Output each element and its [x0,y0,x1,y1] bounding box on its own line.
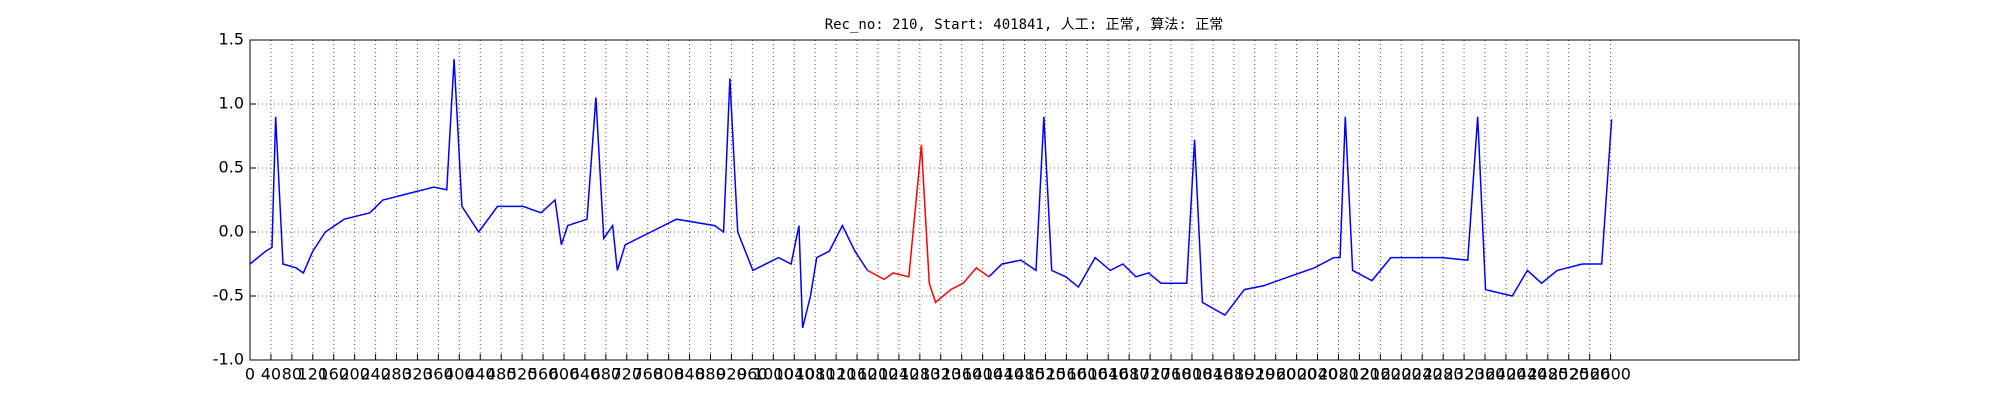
x-tick-label: 2240 [1402,365,1443,384]
x-tick-label: 1120 [816,365,857,384]
x-tick-label: 1600 [1067,365,1108,384]
x-tick-label: 800 [653,365,684,384]
chart-title: Rec_no: 210, Start: 401841, 人工: 正常, 算法: … [825,17,1224,33]
x-tick-label: 2160 [1360,365,1401,384]
x-tick-label: 680 [591,365,622,384]
x-tick-label: 2560 [1569,365,1610,384]
x-tick-label: 200 [339,365,370,384]
x-tick-label: 0 [245,365,255,384]
series-line [249,59,1613,329]
x-tick-label: 1840 [1193,365,1234,384]
x-tick-label: 2520 [1548,365,1589,384]
y-tick-label: 0.5 [219,158,244,177]
x-tick-label: 2440 [1507,365,1548,384]
x-tick-label: 120 [298,365,329,384]
x-tick-label: 2280 [1423,365,1464,384]
x-tick-label: 520 [507,365,538,384]
x-tick-label: 1400 [962,365,1003,384]
x-tick-label: 1720 [1130,365,1171,384]
x-tick-label: 1920 [1234,365,1275,384]
x-tick-label: 2120 [1339,365,1380,384]
x-tick-label: 840 [674,365,705,384]
x-tick-label: 1800 [1172,365,1213,384]
x-tick-label: 2040 [1297,365,1338,384]
x-tick-label: 1080 [795,365,836,384]
y-tick-label: 1.5 [219,30,244,49]
x-tick-label: 2480 [1527,365,1568,384]
x-tick-label: 1560 [1046,365,1087,384]
x-tick-label: 960 [737,365,768,384]
x-tick-label: 1680 [1109,365,1150,384]
x-tick-label: 1960 [1255,365,1296,384]
x-tick-label: 320 [402,365,433,384]
x-tick-label: 280 [381,365,412,384]
x-tick-label: 480 [486,365,517,384]
x-tick-label: 1200 [858,365,899,384]
x-tick-label: 2320 [1444,365,1485,384]
x-tick-label: 2080 [1318,365,1359,384]
x-tick-label: 80 [282,365,302,384]
y-tick-label: 1.0 [219,94,244,113]
x-tick-label: 760 [632,365,663,384]
x-tick-label: 640 [570,365,601,384]
x-tick-label: 600 [549,365,580,384]
x-tick-label: 2400 [1486,365,1527,384]
x-tick-label: 1640 [1088,365,1129,384]
x-tick-label: 1160 [837,365,878,384]
x-tick-label: 1760 [1151,365,1192,384]
x-tick-label: 1440 [983,365,1024,384]
x-tick-label: 400 [444,365,475,384]
x-tick-label: 440 [465,365,496,384]
x-tick-label: 1480 [1004,365,1045,384]
x-tick-label: 2000 [1276,365,1317,384]
x-tick-label: 1240 [879,365,920,384]
y-tick-label: -1.0 [213,350,244,369]
x-tick-label: 1880 [1213,365,1254,384]
x-tick-label: 40 [261,365,281,384]
y-tick-label: 0.0 [219,222,244,241]
x-tick-label: 160 [318,365,349,384]
x-tick-label: 1000 [753,365,794,384]
x-tick-label: 720 [612,365,643,384]
plot-frame [249,39,1800,361]
x-tick-label: 240 [360,365,391,384]
x-tick-label: 1360 [941,365,982,384]
x-tick-label: 880 [695,365,726,384]
x-tick-label: 1320 [920,365,961,384]
x-tick-label: 1040 [774,365,815,384]
x-tick-label: 2360 [1465,365,1506,384]
x-tick-label: 1280 [899,365,940,384]
x-tick-label: 2600 [1590,365,1631,384]
x-tick-label: 2200 [1381,365,1422,384]
x-tick-label: 920 [716,365,747,384]
x-tick-label: 560 [528,365,559,384]
series-line [867,144,990,304]
x-tick-label: 1520 [1025,365,1066,384]
x-tick-label: 360 [423,365,454,384]
y-tick-label: -0.5 [213,286,244,305]
